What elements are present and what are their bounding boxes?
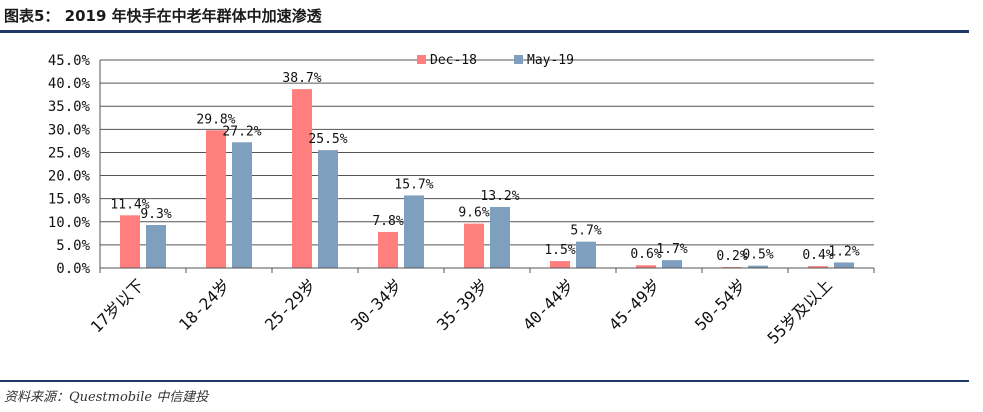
data-label: 27.2% (222, 124, 261, 139)
legend-swatch (514, 55, 523, 64)
data-label: 7.8% (372, 214, 403, 229)
bar-dec-18 (636, 265, 656, 268)
x-tick-label: 55岁及以上 (764, 275, 836, 347)
data-label: 11.4% (110, 197, 149, 212)
bar-may-19 (490, 206, 510, 268)
data-label: 13.2% (480, 189, 519, 204)
data-label: 0.6% (630, 247, 661, 262)
y-tick-label: 15.0% (48, 192, 91, 208)
data-label: 1.5% (544, 243, 575, 258)
data-label: 9.6% (458, 206, 489, 221)
legend-label: May-19 (527, 53, 574, 68)
y-tick-label: 45.0% (48, 53, 91, 69)
y-tick-label: 30.0% (48, 122, 91, 138)
bar-may-19 (318, 150, 338, 268)
x-tick-label: 45-49岁 (605, 275, 664, 334)
bar-may-19 (404, 195, 424, 268)
figure-title: 图表5： 2019 年快手在中老年群体中加速渗透 (4, 7, 322, 25)
x-tick-label: 25-29岁 (261, 275, 320, 334)
footer-rule (0, 380, 969, 382)
bar-may-19 (146, 225, 166, 268)
x-tick-label: 35-39岁 (433, 275, 492, 334)
title-rule (0, 30, 969, 33)
bar-dec-18 (378, 231, 398, 268)
x-tick-label: 30-34岁 (347, 275, 406, 334)
bar-dec-18 (550, 261, 570, 268)
x-tick-label: 17岁以下 (87, 275, 148, 336)
data-label: 15.7% (394, 177, 433, 192)
bar-may-19 (834, 262, 854, 268)
y-tick-label: 10.0% (48, 215, 91, 231)
y-tick-label: 5.0% (56, 238, 90, 254)
legend-label: Dec-18 (430, 53, 477, 68)
bar-may-19 (232, 142, 252, 268)
data-label: 25.5% (308, 132, 347, 147)
source-note: 资料来源：Questmobile 中信建投 (4, 390, 209, 405)
x-tick-label: 40-44岁 (519, 275, 578, 334)
bar-chart: 0.0% 5.0% 10.0% 15.0% 20.0% 25.0% 30.0% 35.0% 40… (48, 53, 875, 348)
y-tick-label: 35.0% (48, 99, 91, 115)
data-label: 0.4% (802, 248, 833, 263)
bar-dec-18 (292, 89, 312, 268)
data-label: 1.2% (828, 244, 859, 259)
bar-dec-18 (464, 223, 484, 268)
legend-swatch (417, 55, 426, 64)
bar-may-19 (662, 260, 682, 268)
y-tick-label: 40.0% (48, 76, 91, 92)
bar-dec-18 (808, 266, 828, 268)
bar-dec-18 (206, 130, 226, 268)
x-tick-label: 18-24岁 (175, 275, 234, 334)
y-tick-label: 25.0% (48, 145, 91, 161)
data-label: 0.5% (742, 248, 773, 263)
y-tick-label: 0.0% (56, 261, 90, 277)
bar-dec-18 (120, 215, 140, 268)
bar-may-19 (576, 241, 596, 268)
data-label: 9.3% (140, 207, 171, 222)
bar-may-19 (748, 265, 768, 268)
x-tick-label: 50-54岁 (691, 275, 750, 334)
data-label: 0.2% (716, 249, 747, 264)
data-label: 38.7% (282, 71, 321, 86)
data-label: 5.7% (570, 224, 601, 239)
y-tick-label: 20.0% (48, 169, 91, 185)
data-label: 1.7% (656, 242, 687, 257)
data-label: 29.8% (196, 112, 235, 127)
